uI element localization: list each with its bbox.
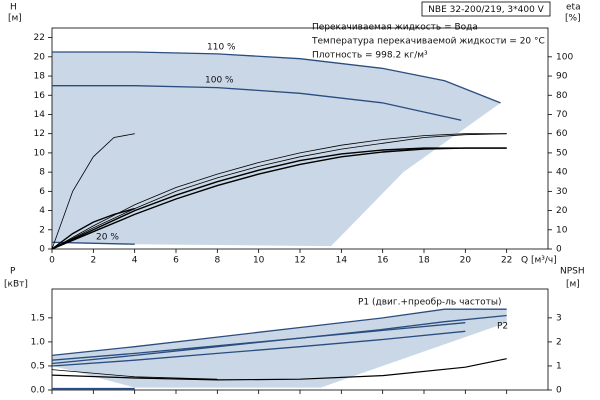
y-tick-label: 22 (34, 33, 45, 43)
curve (51, 147, 507, 250)
x-tick-label: 0 (49, 256, 55, 266)
title-box (421, 1, 551, 17)
curve (51, 330, 466, 367)
y-tick-label: 1.0 (31, 337, 46, 347)
curve (51, 133, 507, 250)
x-tick-label: 16 (377, 256, 389, 266)
y-axis-label: H (10, 3, 17, 13)
x-tick-label: 4 (132, 256, 138, 266)
y2-tick-label: 80 (556, 91, 568, 101)
x-tick-label: 8 (214, 256, 220, 266)
x-tick-label: 12 (294, 256, 305, 266)
x-tick-label: 20 (460, 256, 472, 266)
y2-tick-label: 1 (556, 361, 562, 371)
y2-axis-unit: [%] (565, 14, 581, 24)
operating-range (52, 52, 501, 247)
curve (51, 314, 507, 365)
x-tick-label: 10 (253, 256, 265, 266)
x-axis-label: Q [м³/ч] (521, 256, 557, 266)
y2-tick-label: 0 (556, 245, 562, 255)
curve-label: 110 % (207, 43, 236, 53)
y-tick-label: 4 (39, 206, 45, 216)
x-tick-label: 2 (90, 256, 96, 266)
y-tick-label: 8 (39, 168, 45, 178)
y2-tick-label: 20 (556, 206, 568, 216)
curve (52, 85, 462, 121)
note: Перекачиваемая жидкость = Вода (312, 23, 478, 33)
y-tick-label: 0.0 (31, 386, 46, 396)
y-tick-label: 16 (34, 91, 46, 101)
curve (51, 133, 135, 250)
y2-tick-label: 10 (556, 225, 568, 235)
note: Плотность = 998.2 кг/м³ (312, 51, 428, 61)
curve-label: P2 (497, 322, 508, 332)
x-tick-label: 6 (173, 256, 179, 266)
y2-tick-label: 0 (556, 386, 562, 396)
y2-tick-label: 3 (556, 313, 562, 323)
y2-tick-label: 70 (556, 110, 568, 120)
curve (51, 358, 507, 381)
y-tick-label: 0 (39, 245, 45, 255)
y2-axis-label: NPSH (560, 267, 585, 277)
y-tick-label: 14 (34, 110, 46, 120)
y2-tick-label: 100 (556, 52, 573, 62)
curve-label: 100 % (205, 76, 234, 86)
curve (51, 207, 135, 250)
y2-tick-label: 60 (556, 129, 568, 139)
y-axis-label: P (10, 267, 16, 277)
x-tick-label: 14 (336, 256, 348, 266)
y-tick-label: 2 (39, 225, 45, 235)
y2-tick-label: 30 (556, 187, 568, 197)
curve-label: P1 (двиг.+преобр-ль частоты) (358, 298, 502, 308)
y-axis-unit: [кВт] (4, 280, 28, 290)
x-tick-label: 18 (418, 256, 430, 266)
y-tick-label: 6 (39, 187, 45, 197)
y2-axis-label: eta (566, 3, 581, 13)
curve (51, 133, 507, 250)
curve (51, 147, 507, 250)
y-tick-label: 1.5 (31, 313, 45, 323)
y2-tick-label: 2 (556, 337, 562, 347)
y-axis-unit: [м] (8, 14, 22, 24)
y-tick-label: 10 (34, 148, 46, 158)
y2-tick-label: 90 (556, 72, 568, 82)
y-tick-label: 0.5 (31, 361, 45, 371)
x-tick-label: 22 (501, 256, 512, 266)
curve (52, 51, 501, 104)
y-tick-label: 20 (34, 52, 46, 62)
y-tick-label: 18 (34, 72, 46, 82)
y-tick-label: 12 (34, 129, 45, 139)
curve (51, 369, 218, 380)
y2-tick-label: 40 (556, 168, 568, 178)
note: Температура перекачиваемой жидкости = 20… (311, 37, 545, 47)
y2-tick-label: 50 (556, 148, 568, 158)
y2-axis-unit: [м] (566, 280, 580, 290)
curve (51, 308, 507, 357)
chart-title: NBE 32-200/219, 3*400 V (428, 5, 545, 15)
curve-label: 20 % (96, 233, 119, 243)
